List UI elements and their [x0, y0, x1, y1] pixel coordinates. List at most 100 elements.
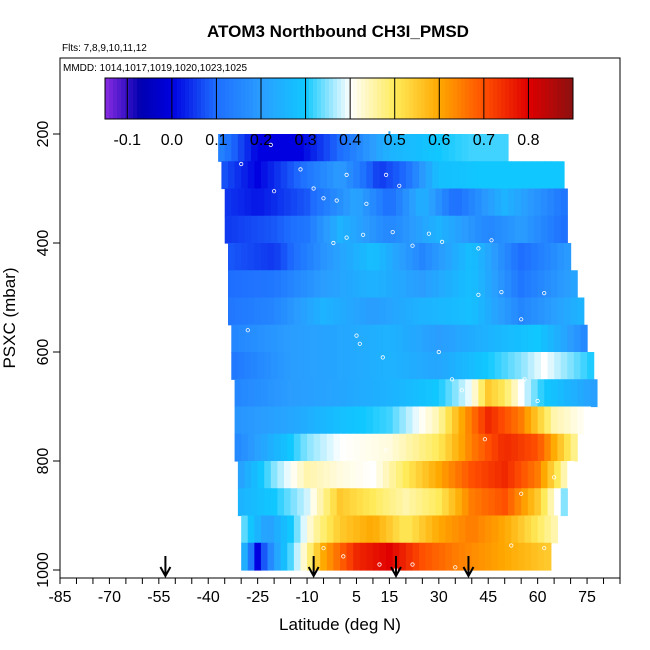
sample-point — [519, 491, 524, 496]
heat-cell — [458, 433, 466, 462]
heat-cell — [570, 270, 578, 299]
colorbar-bin — [141, 78, 146, 119]
sample-point — [341, 554, 346, 559]
heat-cell — [557, 433, 565, 462]
heat-cell — [274, 161, 282, 190]
sample-point — [239, 161, 244, 167]
sample-point — [542, 290, 547, 296]
heat-cell — [244, 488, 252, 517]
heat-cell — [300, 297, 308, 326]
heat-cell — [251, 188, 259, 217]
heat-cell — [399, 161, 407, 190]
heat-cell — [320, 406, 328, 435]
heat-cell — [323, 461, 331, 489]
heat-cell — [484, 270, 493, 299]
heat-cell — [583, 406, 591, 435]
heat-cell — [564, 270, 572, 299]
heat-cell — [438, 542, 447, 571]
heat-cell — [425, 161, 433, 190]
heat-cell — [396, 461, 404, 489]
heat-cell — [504, 270, 512, 299]
heat-cell — [425, 406, 433, 435]
heat-cell — [231, 324, 239, 353]
heat-cell — [349, 488, 358, 517]
heat-cell — [277, 352, 285, 380]
colorbar-bin — [177, 78, 182, 119]
sample-point — [476, 292, 481, 297]
heat-cell — [534, 488, 542, 517]
heat-cell — [284, 215, 292, 244]
heat-cell — [290, 488, 298, 517]
heat-cell — [452, 243, 460, 271]
heat-cell — [399, 406, 407, 435]
colorbar-bin — [305, 78, 310, 119]
heat-cell — [537, 297, 545, 326]
heat-cell — [323, 134, 331, 162]
heat-cell — [267, 515, 275, 544]
heat-cell — [297, 488, 305, 517]
heat-cell — [488, 324, 496, 353]
heat-cell — [412, 243, 420, 271]
heat-cell — [366, 270, 374, 299]
colorbar-bin — [389, 78, 394, 119]
heat-cell — [356, 134, 364, 162]
sample-point — [321, 546, 326, 551]
colorbar-bin — [221, 78, 226, 119]
heat-cell — [527, 488, 535, 517]
heat-cell — [455, 134, 463, 162]
sample-point — [357, 341, 362, 346]
heat-cell — [471, 161, 479, 190]
heat-cell — [432, 243, 440, 271]
colorbar-bin — [485, 78, 490, 119]
heat-cell — [307, 379, 315, 408]
dates-label: MMDD: 1014,1017,1019,1020,1023,1025 — [63, 63, 247, 74]
heat-cell — [287, 406, 295, 435]
heat-cell — [399, 515, 407, 544]
heat-cell — [550, 379, 559, 408]
heat-cell — [363, 324, 371, 353]
heat-cell — [244, 215, 252, 244]
heat-cell — [330, 352, 338, 380]
heat-cell — [484, 542, 493, 571]
heat-cell — [544, 406, 552, 435]
heat-cell — [353, 161, 361, 190]
heat-cell — [452, 161, 460, 190]
heat-cell — [412, 297, 420, 326]
heat-cell — [264, 215, 272, 244]
colorbar-bin — [129, 78, 134, 119]
heat-cell — [386, 243, 394, 271]
heat-cell — [438, 515, 447, 544]
heat-cell — [241, 297, 249, 326]
heat-cell — [508, 352, 516, 380]
heat-cell — [241, 270, 249, 299]
heat-cell — [267, 270, 275, 299]
heat-cell — [333, 379, 341, 408]
heat-cell — [372, 297, 381, 326]
heat-cell — [501, 215, 509, 244]
colorbar-bin — [453, 78, 458, 119]
heat-cell — [237, 134, 246, 162]
heat-cell — [270, 134, 279, 162]
colorbar-bin — [109, 78, 114, 119]
heat-cell — [280, 542, 288, 571]
heat-cell — [455, 461, 463, 489]
heat-cell — [550, 270, 559, 299]
colorbar-bin — [405, 78, 410, 119]
heat-cell — [481, 134, 489, 162]
heat-cell — [540, 215, 549, 244]
heat-cell — [461, 188, 470, 217]
heat-cell — [313, 270, 321, 299]
heat-cell — [247, 270, 255, 299]
heat-cell — [494, 324, 503, 353]
colorbar-bin — [281, 78, 286, 119]
heat-cell — [488, 461, 496, 489]
heat-cell — [366, 379, 374, 408]
heat-cell — [392, 297, 400, 326]
heat-cell — [340, 270, 348, 299]
heat-cell — [303, 352, 311, 380]
heat-cell — [277, 324, 285, 353]
colorbar-bin — [273, 78, 278, 119]
heat-cell — [478, 515, 486, 544]
heat-cell — [224, 215, 232, 244]
heat-cell — [484, 433, 493, 462]
